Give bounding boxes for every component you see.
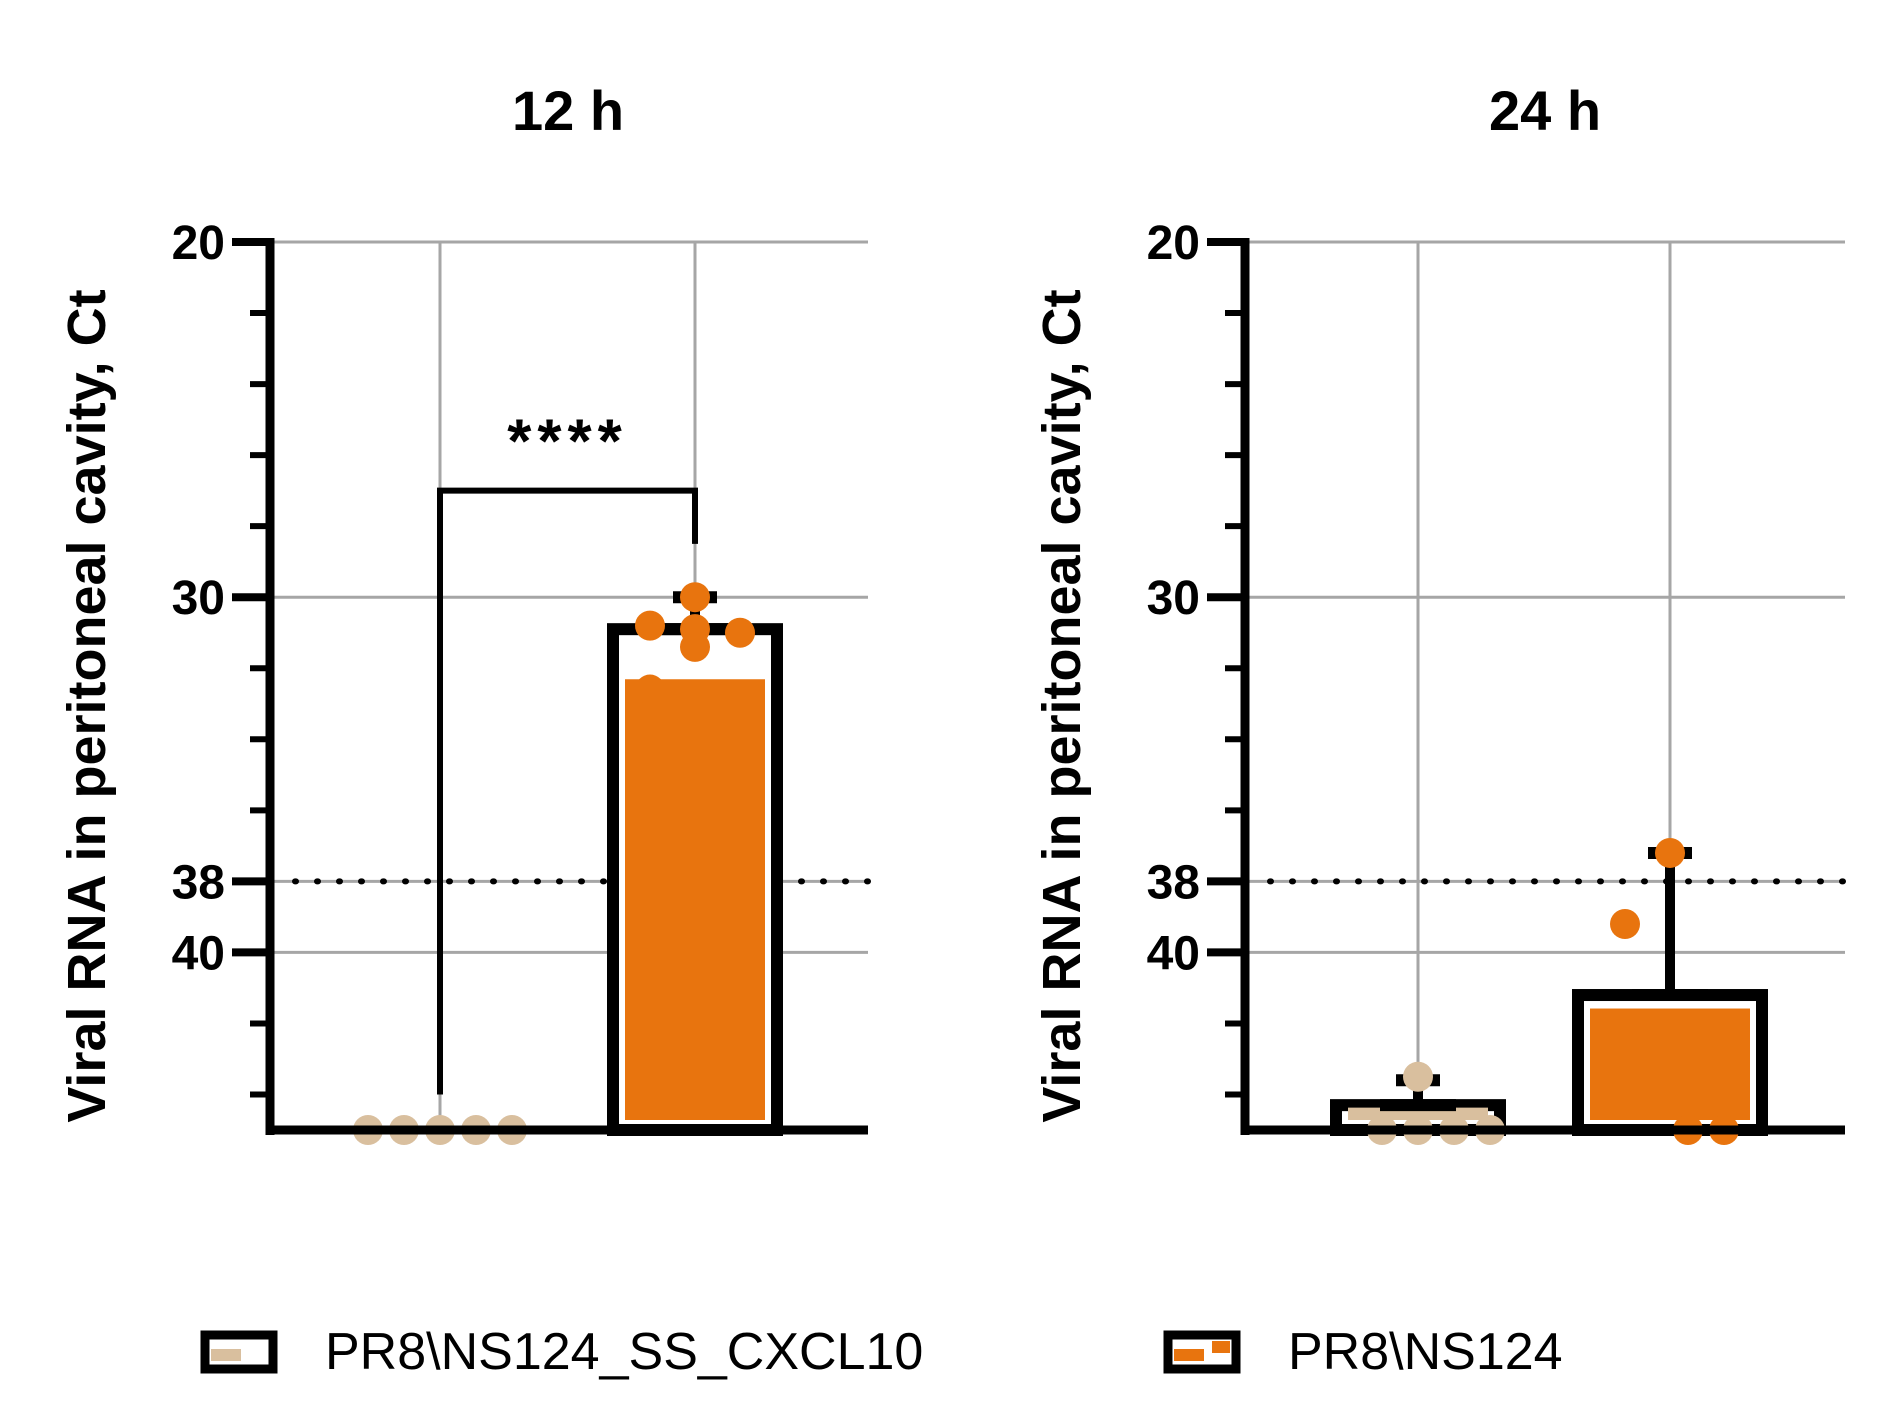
legend-label: PR8\NS124_SS_CXCL10 [325,1323,923,1381]
y-tick-label: 38 [172,856,225,909]
data-point [635,610,665,641]
legend-swatch-fill [1174,1349,1204,1361]
y-tick-label: 20 [1147,217,1200,270]
bar-fill-2 [625,679,765,1120]
panel-title: 12 h [512,79,624,142]
data-point [725,617,755,648]
legend-swatch-fill [211,1349,241,1361]
bar-fill-2 [1590,1008,1750,1120]
panel-title: 24 h [1489,79,1601,142]
significance-label: **** [507,408,628,477]
legend: PR8\NS124_SS_CXCL10 PR8\NS124 [200,1323,1563,1381]
legend-item: PR8\NS124 [1163,1323,1563,1381]
data-point [635,674,665,705]
data-point [1655,837,1685,868]
data-point [1403,1061,1433,1092]
data-point [1610,908,1640,939]
y-tick-label: 30 [172,572,225,625]
data-point [680,582,710,613]
y-tick-label: 38 [1147,856,1200,909]
y-axis-label: Viral RNA in peritoneal cavity, Ct [57,289,117,1122]
legend-label: PR8\NS124 [1288,1323,1563,1381]
significance-bracket [437,487,698,1095]
panel-1: 12 h Viral RNA in peritoneal cavity, Ct 20… [57,79,871,1145]
y-tick-label: 20 [172,217,225,270]
panel-2: 24 h Viral RNA in peritoneal cavity, Ct 20… [1032,79,1848,1145]
y-tick-label: 40 [1147,927,1200,980]
legend-item: PR8\NS124_SS_CXCL10 [200,1323,923,1381]
y-axis-label: Viral RNA in peritoneal cavity, Ct [1032,289,1092,1122]
data-point [680,631,710,662]
y-tick-label: 40 [172,927,225,980]
legend-swatch-fill [1212,1341,1230,1353]
y-tick-label: 30 [1147,572,1200,625]
